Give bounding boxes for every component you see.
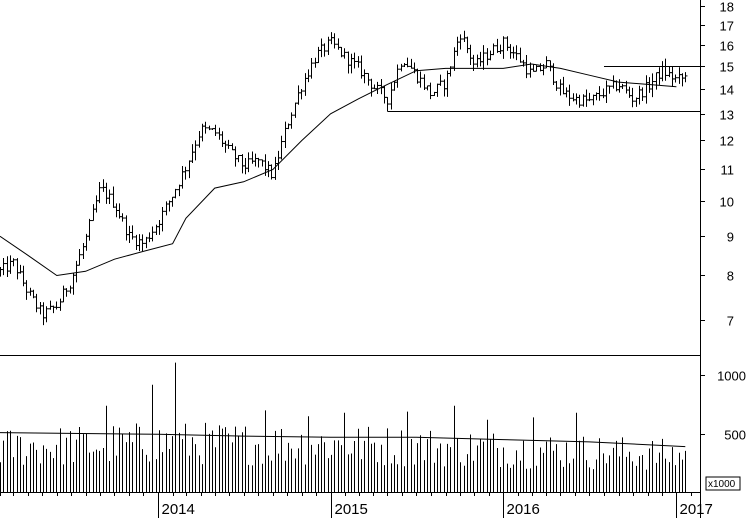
- price-bar: [1, 257, 6, 276]
- price-axis: 7 8 9 10 11 12 13 14 15 16 17 18: [700, 0, 734, 329]
- price-bar: [385, 96, 390, 112]
- volume-panel: [0, 362, 686, 492]
- price-bar: [620, 83, 625, 90]
- price-bar: [342, 48, 347, 59]
- price-bar: [236, 154, 241, 163]
- price-bar: [77, 248, 82, 266]
- price-bar: [64, 288, 69, 297]
- price-bar: [173, 188, 178, 199]
- price-bar: [54, 301, 59, 310]
- price-bar: [120, 213, 125, 222]
- volume-unit-label: x1000: [708, 479, 736, 490]
- price-bar: [577, 94, 582, 108]
- price-bar: [322, 43, 327, 57]
- price-bar: [491, 43, 496, 56]
- price-bar: [183, 166, 188, 180]
- price-bar: [246, 152, 251, 173]
- year-tick-label: 2016: [507, 501, 540, 518]
- volume-axis: 500 1000: [700, 369, 746, 443]
- price-bar: [279, 135, 284, 160]
- price-bar: [534, 65, 539, 72]
- price-tick-label: 8: [727, 269, 734, 284]
- price-bar: [203, 121, 208, 134]
- price-bar: [213, 124, 218, 137]
- price-bar: [150, 226, 155, 242]
- year-tick-label: 2017: [680, 501, 713, 518]
- moving-average-line: [0, 63, 677, 277]
- price-tick-label: 16: [720, 39, 734, 54]
- price-bar: [299, 88, 304, 100]
- price-bar: [352, 52, 357, 69]
- price-bar: [587, 92, 592, 102]
- volume-tick-label: 1000: [717, 369, 746, 384]
- price-bar: [193, 140, 198, 161]
- price-bar: [405, 57, 410, 68]
- price-bar: [501, 36, 506, 59]
- price-tick-label: 12: [720, 134, 734, 149]
- price-tick-label: 18: [720, 0, 734, 15]
- price-bar: [428, 82, 433, 100]
- price-bar: [160, 207, 165, 232]
- price-tick-label: 15: [720, 60, 734, 75]
- volume-bars: [0, 362, 686, 492]
- price-tick-label: 9: [727, 230, 734, 245]
- volume-unit-box: [705, 476, 741, 491]
- price-tick-label: 17: [720, 19, 734, 34]
- price-bar: [395, 64, 400, 88]
- price-bar: [87, 218, 92, 241]
- price-bar: [418, 71, 423, 88]
- price-bar: [514, 45, 519, 61]
- price-tick-label: 10: [720, 195, 734, 210]
- price-bar: [567, 84, 572, 106]
- price-bar: [24, 280, 29, 300]
- price-tick-label: 7: [727, 314, 734, 329]
- time-axis: 2014 2015 2016 2017: [0, 492, 713, 518]
- price-panel: [0, 30, 700, 326]
- price-bar: [309, 57, 314, 79]
- volume-average-line: [0, 432, 686, 448]
- price-bar: [524, 55, 529, 79]
- year-tick-label: 2015: [335, 501, 368, 518]
- price-bar: [44, 306, 49, 323]
- price-bar: [130, 225, 135, 240]
- price-tick-label: 14: [720, 83, 734, 98]
- price-bar: [481, 45, 486, 70]
- price-bar: [256, 157, 261, 168]
- price-bar: [438, 74, 443, 86]
- price-tick-label: 11: [721, 163, 735, 178]
- price-bar: [140, 234, 145, 252]
- price-bar: [97, 182, 102, 204]
- price-bar: [458, 34, 463, 50]
- price-bar: [683, 72, 688, 83]
- price-bar: [597, 86, 602, 101]
- volume-tick-label: 500: [724, 428, 746, 443]
- price-bar: [332, 33, 337, 49]
- price-tick-label: 13: [720, 108, 734, 123]
- support-resistance-lines: [387, 66, 700, 112]
- year-tick-label: 2014: [162, 501, 195, 518]
- price-bar: [226, 139, 231, 149]
- price-bar: [289, 112, 294, 129]
- price-bar: [673, 74, 678, 83]
- price-bar: [640, 87, 645, 101]
- price-bar: [11, 258, 16, 267]
- price-bar: [362, 69, 367, 84]
- price-bar: [269, 164, 274, 180]
- price-bar: [607, 85, 612, 94]
- price-bar: [554, 81, 559, 91]
- price-bar: [107, 189, 112, 205]
- price-bar: [630, 87, 635, 108]
- price-bar: [375, 81, 380, 94]
- price-bar: [34, 293, 39, 313]
